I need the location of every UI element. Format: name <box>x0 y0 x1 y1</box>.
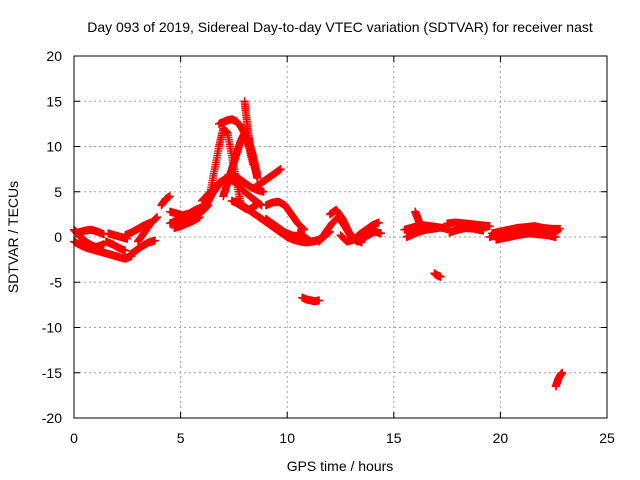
series-arc-22 <box>261 197 309 234</box>
y-axis-label: SDTVAR / TECUs <box>5 181 21 293</box>
data-point-markers <box>492 229 560 244</box>
series-arc-38 <box>487 222 565 238</box>
data-point-markers <box>357 227 386 243</box>
series-arc-19 <box>240 97 262 183</box>
data-point-markers <box>165 203 206 220</box>
data-point-markers <box>411 207 424 227</box>
series-arc-09 <box>157 192 174 210</box>
series-arc-30 <box>357 227 386 243</box>
data-point-markers <box>487 222 565 238</box>
data-point-markers <box>125 236 160 260</box>
data-point-markers <box>298 293 324 306</box>
series-arc-29 <box>336 218 383 246</box>
series-arc-26 <box>298 293 324 306</box>
series-arc-12 <box>170 213 204 232</box>
data-point-markers <box>170 213 204 232</box>
x-tick-label: 10 <box>279 430 295 446</box>
y-tick-label: -10 <box>42 320 62 336</box>
series-arc-36 <box>445 223 488 237</box>
series-arc-11 <box>165 203 206 220</box>
data-point-markers <box>240 97 262 183</box>
x-axis-label: GPS time / hours <box>287 458 394 474</box>
x-tick-label: 5 <box>177 430 185 446</box>
y-tick-label: -15 <box>42 365 62 381</box>
data-point-markers <box>261 214 302 241</box>
data-point-markers <box>443 218 494 231</box>
y-tick-label: -20 <box>42 410 62 426</box>
x-tick-label: 15 <box>386 430 402 446</box>
series-arc-06 <box>125 236 160 260</box>
plot-frame <box>73 55 608 419</box>
data-point-markers <box>551 368 567 391</box>
x-tick-label: 25 <box>599 430 615 446</box>
y-tick-label: 15 <box>46 93 62 109</box>
series-arc-35 <box>443 218 494 231</box>
data-point-markers <box>74 225 108 239</box>
series-arc-04 <box>101 237 130 255</box>
series-arc-33 <box>411 207 424 227</box>
x-tick-label: 0 <box>70 430 78 446</box>
series-arc-34 <box>430 269 445 281</box>
series-arc-32 <box>402 223 443 241</box>
data-point-markers <box>430 269 445 281</box>
series-arc-08 <box>133 213 162 246</box>
data-point-markers <box>157 192 174 210</box>
x-tick-label: 20 <box>493 430 509 446</box>
data-point-markers <box>336 218 383 246</box>
series-arc-03 <box>74 225 108 239</box>
series-arc-21 <box>251 165 285 192</box>
y-tick-label: 5 <box>54 184 62 200</box>
series-arc-39 <box>492 229 560 244</box>
y-tick-label: 20 <box>46 48 62 64</box>
tick-labels: 0 5 10 15 20 25 -20 -15 -10 -5 0 5 10 15 20 <box>42 48 615 446</box>
y-tick-label: -5 <box>50 274 63 290</box>
y-tick-label: 0 <box>54 229 62 245</box>
series-arc-40 <box>551 368 567 391</box>
chart-title: Day 093 of 2019, Sidereal Day-to-day VTE… <box>87 19 593 35</box>
y-tick-label: 10 <box>46 139 62 155</box>
data-point-markers <box>261 197 309 234</box>
data-point-markers <box>101 237 130 255</box>
series-arc-24 <box>261 214 302 241</box>
data-point-markers <box>133 213 162 246</box>
data-point-markers <box>251 165 285 192</box>
data-point-markers <box>402 223 443 241</box>
data-points <box>70 97 567 391</box>
data-point-markers <box>445 223 488 237</box>
